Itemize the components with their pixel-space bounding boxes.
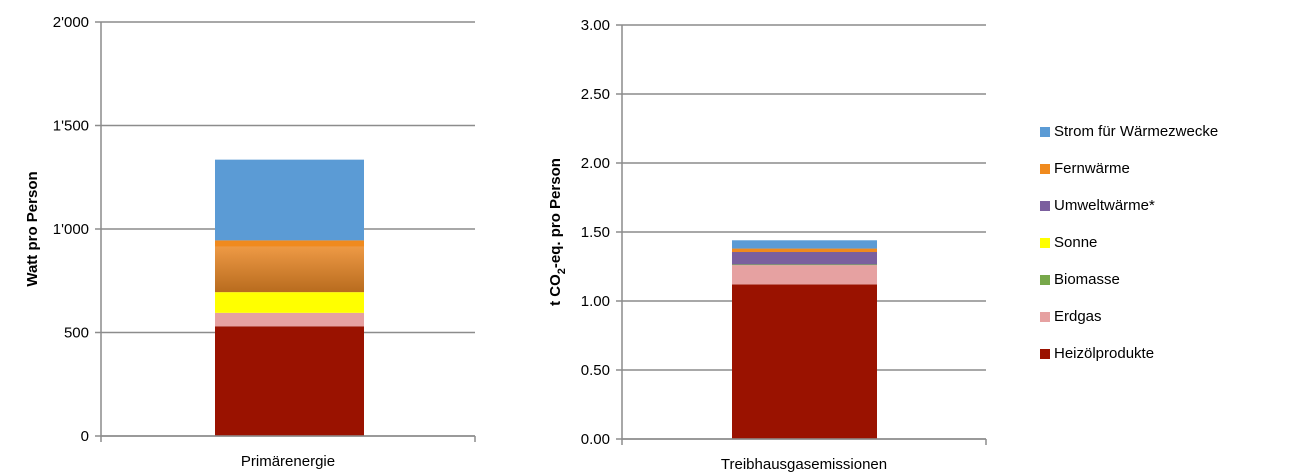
y-tick-label: 500 [64,325,89,342]
y-axis-label: Watt pro Person [24,171,41,286]
legend-item: Biomasse [1040,261,1285,298]
legend: Strom für Wärmezwecke Fernwärme Umweltwärm… [1040,113,1285,372]
legend-swatch [1040,274,1050,285]
bar-segment-heizölprodukte [215,326,364,436]
legend-label: Fernwärme [1054,160,1130,177]
legend-swatch [1040,348,1050,359]
y-tick-label: 0.00 [581,431,610,448]
legend-item: Heizölprodukte [1040,335,1285,372]
bar-segment-fernwärme [732,248,877,253]
legend-label: Heizölprodukte [1054,345,1155,362]
bar-segment-biomasse [732,264,877,266]
legend-label: Erdgas [1054,308,1102,325]
legend-swatch [1040,163,1050,174]
legend-item: Fernwärme [1040,150,1285,187]
bar-segment-heizölprodukte [732,284,877,439]
bar-segment-strom-für-wärmezwecke [215,159,364,241]
y-tick-label: 2.50 [581,86,610,103]
legend-item: Erdgas [1040,298,1285,335]
y-tick-label: 0.50 [581,362,610,379]
chart-treibhausgas: 0.00 0.50 1.00 1.50 2.00 2.50 3.00 Treibhausgas… [547,17,987,473]
y-tick-label: 2.00 [581,155,610,172]
x-category-label: Treibhausgasemissionen [721,456,887,473]
bar-segment-umweltwärme- [732,252,877,265]
y-tick-label: 1.50 [581,224,610,241]
y-tick-label: 2'000 [53,14,89,31]
legend-item: Strom für Wärmezwecke [1040,113,1285,150]
bar-segment-erdgas [215,312,364,327]
legend-label: Umweltwärme* [1054,197,1155,214]
y-tick-label: 1'000 [53,221,89,238]
bar-segment-sonne [215,292,364,313]
legend-swatch [1040,126,1050,137]
legend-swatch [1040,311,1050,322]
legend-swatch [1040,200,1050,211]
legend-item: Umweltwärme* [1040,187,1285,224]
bar-segment-fernwaerme-cap [215,240,364,247]
y-axis-label: t CO2-eq. pro Person [547,158,568,306]
legend-item: Sonne [1040,224,1285,261]
x-category-label: Primärenergie [241,453,335,470]
chart-primaerenergie: 0 500 1'000 1'500 2'000 Primärenergie Watt pro… [24,14,476,470]
y-tick-label: 3.00 [581,17,610,34]
legend-label: Sonne [1054,234,1098,251]
y-tick-label: 1'500 [53,118,89,135]
y-tick-label: 1.00 [581,293,610,310]
legend-label: Biomasse [1054,271,1120,288]
bar-segment-fernwärme [215,240,364,293]
legend-label: Strom für Wärmezwecke [1054,123,1219,140]
y-tick-label: 0 [81,428,89,445]
legend-swatch [1040,237,1050,248]
bar-segment-erdgas [732,265,877,285]
bar-segment-strom-für-wärmezwecke [732,240,877,249]
